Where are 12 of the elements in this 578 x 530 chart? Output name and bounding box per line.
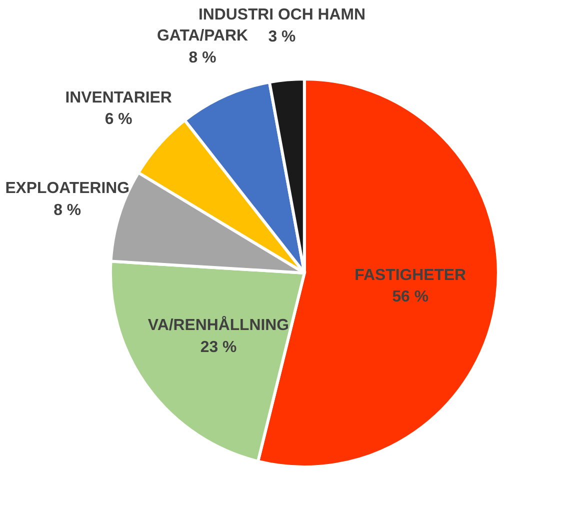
data-label: 8 % [54,202,82,219]
data-label: 8 % [188,49,216,66]
data-label: 23 % [200,339,237,356]
slice-label: INVENTARIER [65,89,172,106]
slice-label: VA/RENHÅLLNING [148,315,290,334]
data-label: 6 % [104,111,132,128]
data-label: 3 % [268,28,296,46]
data-label: 56 % [392,288,428,306]
slice-label: GATA/PARK [157,28,249,45]
slice-label: FASTIGHETER [354,266,467,284]
slice-label: EXPLOATERING [5,180,130,198]
slice-label: INDUSTRI OCH HAMN [198,6,366,24]
